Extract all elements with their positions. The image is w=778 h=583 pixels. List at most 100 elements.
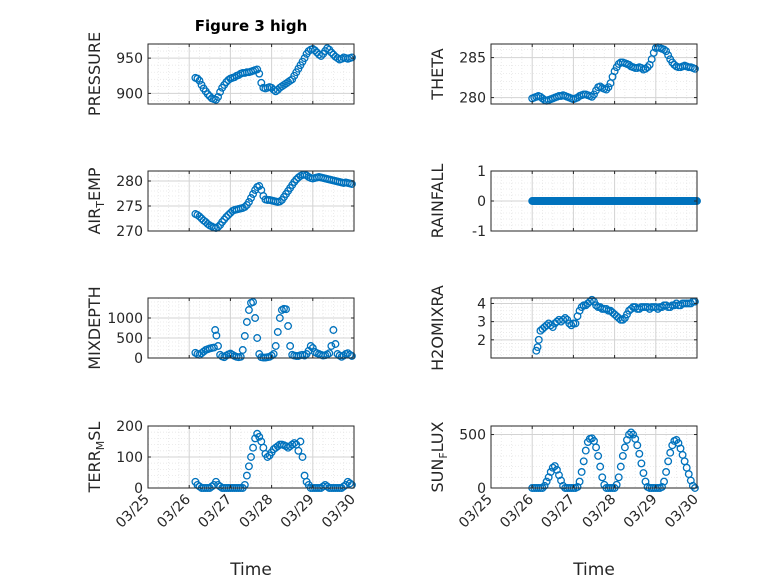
data-point xyxy=(635,449,644,458)
data-point xyxy=(587,92,596,101)
data-point xyxy=(548,463,557,472)
data-point xyxy=(610,67,619,76)
data-point xyxy=(249,443,258,452)
data-point xyxy=(688,481,697,490)
data-point xyxy=(577,303,586,312)
figure-title: Figure 3 high xyxy=(195,17,308,35)
x-axis-label-right: Time xyxy=(572,560,615,580)
data-point xyxy=(240,332,249,340)
data-point xyxy=(627,428,636,437)
y-tick-label: 1 xyxy=(477,164,486,180)
data-point xyxy=(567,321,576,330)
y-tick-label: 1000 xyxy=(107,311,143,327)
y-tick-label: 285 xyxy=(459,51,486,67)
data-point xyxy=(224,76,233,84)
data-point xyxy=(300,351,309,360)
x-tick-label: 03/29 xyxy=(278,492,318,532)
data-point xyxy=(329,326,338,334)
data-point xyxy=(300,54,309,63)
y-tick-label: 2 xyxy=(477,333,486,349)
data-point xyxy=(286,342,295,350)
data-point xyxy=(327,342,336,350)
y-axis-label: H2OMIXRA xyxy=(428,285,447,371)
data-point xyxy=(345,479,354,488)
data-point xyxy=(240,203,249,211)
y-tick-label: 0 xyxy=(134,481,143,497)
data-point xyxy=(625,430,633,439)
data-point xyxy=(238,346,247,354)
subplot-grid: 900 950 PRESSURE 280 285 THETA 270 275 280 AIRTEM… xyxy=(85,32,702,531)
data-point xyxy=(253,65,262,74)
x-tick-label: 03/28 xyxy=(237,492,277,532)
data-point xyxy=(244,462,253,471)
data-point xyxy=(298,453,307,461)
data-point xyxy=(203,220,212,228)
y-tick-label: 280 xyxy=(459,91,486,107)
axes-box xyxy=(490,425,698,489)
x-tick-label: 03/30 xyxy=(319,492,359,532)
data-point xyxy=(253,334,262,342)
data-point xyxy=(618,451,627,460)
data-point xyxy=(587,295,596,304)
data-point xyxy=(282,305,290,314)
data-point xyxy=(666,448,675,457)
data-point xyxy=(625,60,633,69)
data-point xyxy=(594,451,603,460)
data-point xyxy=(255,69,264,78)
data-point xyxy=(308,344,317,352)
data-point xyxy=(653,304,662,313)
data-point xyxy=(662,47,671,56)
axes-box xyxy=(147,297,355,359)
data-point xyxy=(195,212,204,221)
data-point xyxy=(214,92,222,101)
y-axis-label: PRESSURE xyxy=(85,32,104,116)
data-point xyxy=(668,58,677,67)
y-tick-label: 0 xyxy=(134,351,143,367)
subplot-theta: 280 285 THETA xyxy=(428,43,699,107)
y-axis-label: RAINFALL xyxy=(428,164,447,239)
data-point xyxy=(533,343,542,352)
y-axis-label: MIXDEPTH xyxy=(85,286,104,369)
data-point xyxy=(251,314,260,322)
y-tick-label: 950 xyxy=(116,51,143,67)
data-point xyxy=(247,194,255,202)
y-tick-label: 0 xyxy=(477,194,486,210)
data-point xyxy=(666,303,675,312)
data-point xyxy=(211,326,220,334)
y-tick-label: 3 xyxy=(477,315,486,331)
data-point xyxy=(284,322,293,330)
subplot-terr_msl: 0 100 200 03/25 03/26 03/27 03/28 03/29 03/30 TER… xyxy=(85,419,359,531)
data-point xyxy=(214,223,222,231)
y-axis-label: THETA xyxy=(428,48,447,100)
data-point xyxy=(649,48,658,57)
data-point xyxy=(294,173,303,182)
data-point xyxy=(310,46,319,55)
y-tick-label: 4 xyxy=(477,296,486,312)
data-point xyxy=(602,85,611,94)
x-tick-label: 03/27 xyxy=(538,492,578,532)
y-tick-label: 275 xyxy=(116,199,143,215)
subplot-rainfall: -1 0 1 RAINFALL xyxy=(428,164,701,240)
data-point xyxy=(199,347,208,356)
data-point xyxy=(195,76,204,85)
data-point xyxy=(660,477,668,486)
data-point xyxy=(637,459,646,468)
data-point xyxy=(620,443,629,452)
data-point xyxy=(546,321,555,330)
data-point xyxy=(247,453,255,461)
data-point xyxy=(209,343,218,352)
y-tick-label: 280 xyxy=(116,174,143,190)
data-point xyxy=(339,482,348,491)
data-point xyxy=(643,63,652,72)
data-point xyxy=(288,440,297,449)
data-point xyxy=(317,52,325,60)
data-point xyxy=(294,446,303,455)
subplot-pressure: 900 950 PRESSURE xyxy=(85,32,356,116)
data-point xyxy=(255,182,264,190)
data-point xyxy=(598,473,607,482)
y-tick-label: 270 xyxy=(116,224,143,240)
x-tick-label: 03/26 xyxy=(497,491,537,531)
data-point xyxy=(275,197,284,206)
y-tick-label: 900 xyxy=(116,86,143,102)
